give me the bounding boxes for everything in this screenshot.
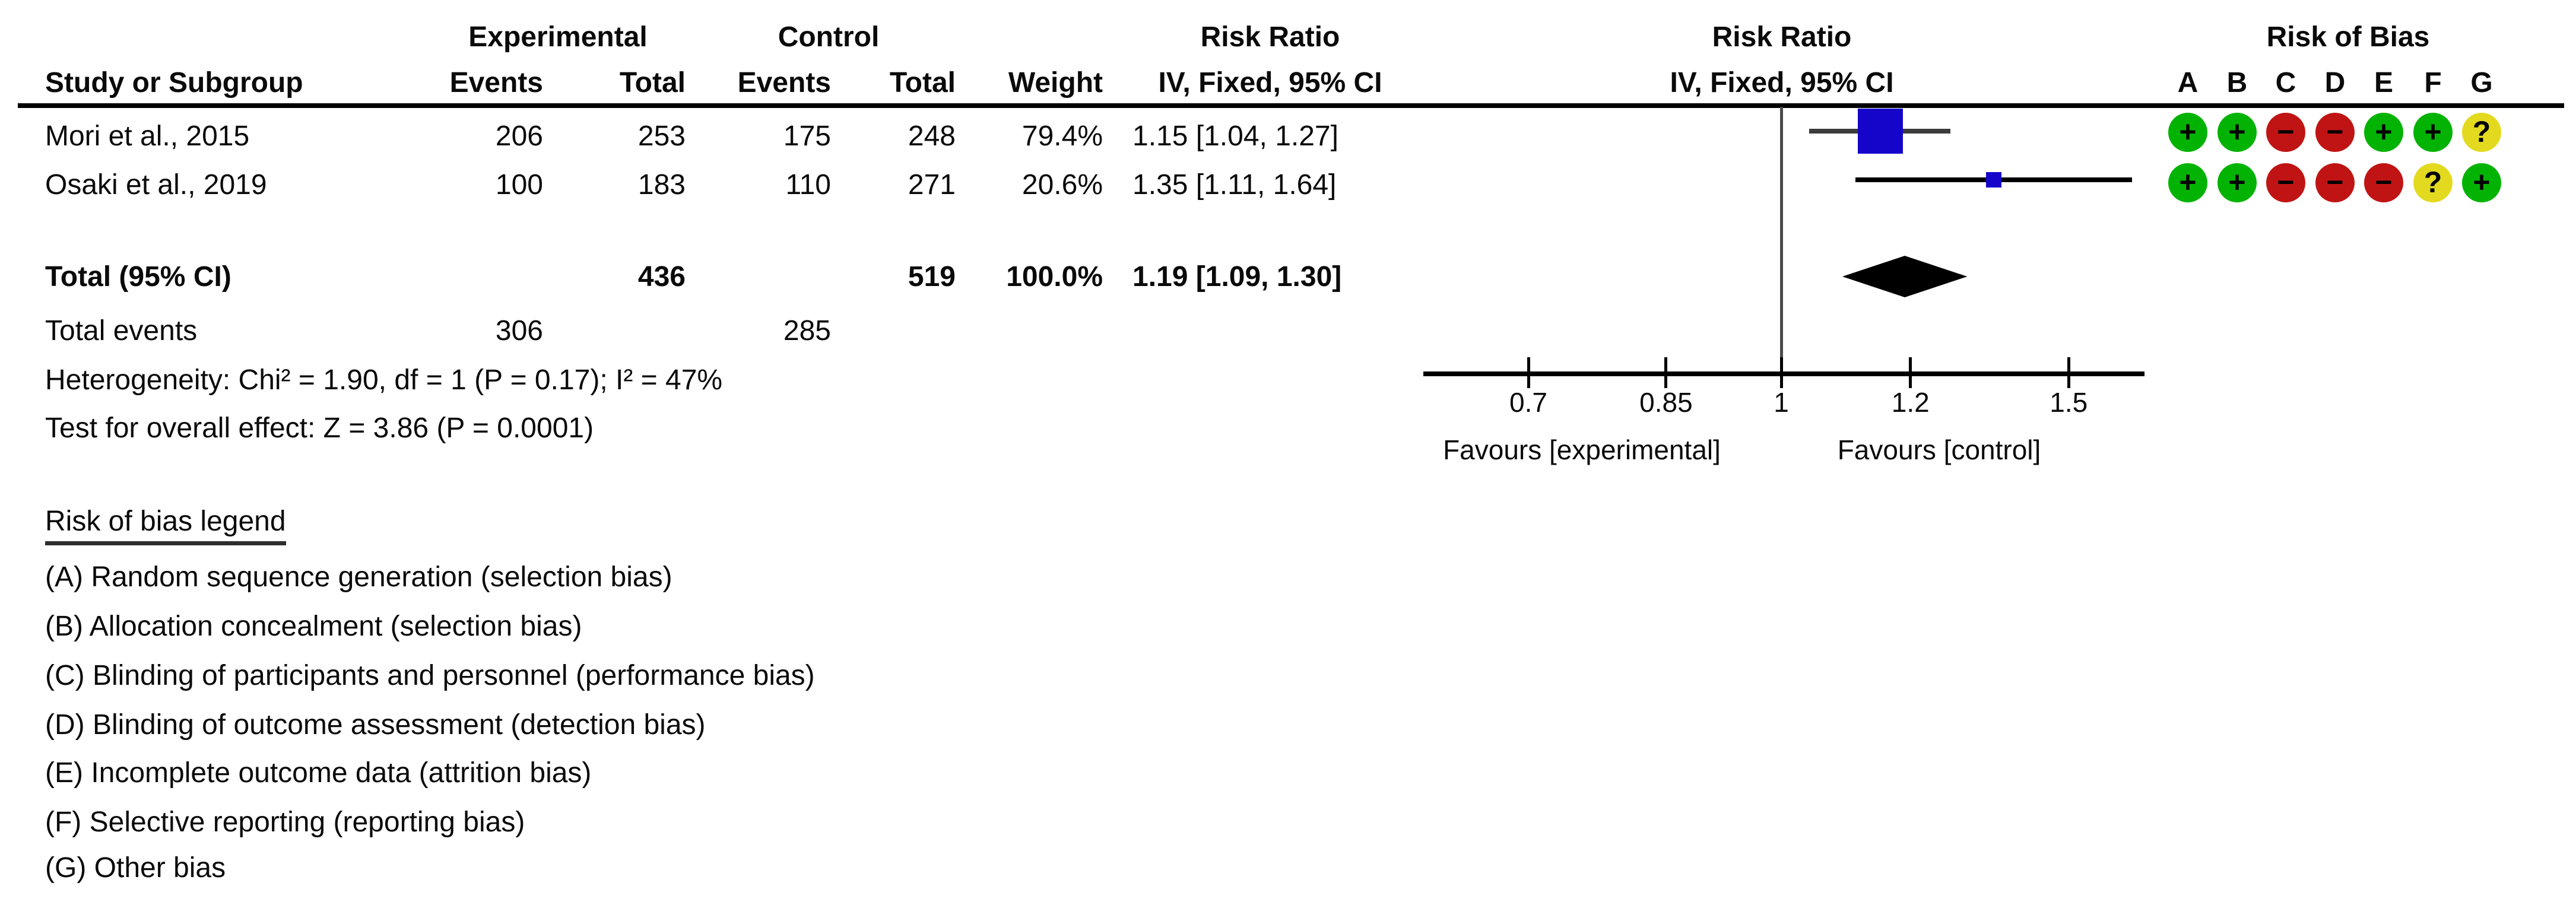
group-header-control: Control — [778, 21, 880, 53]
legend-item: (B) Allocation concealment (selection bi… — [45, 611, 582, 642]
study-row-label: Osaki et al., 2019 — [45, 169, 267, 201]
plot-null-line — [1780, 107, 1783, 375]
col-header-weight: Weight — [1008, 67, 1103, 99]
rob-circle: − — [2315, 113, 2355, 152]
risk-of-bias-header: Risk of Bias — [2266, 21, 2430, 53]
cell-ctl-events: 175 — [783, 120, 831, 152]
col-header-ctl-events: Events — [737, 67, 831, 99]
axis-tick-label: 1.2 — [1891, 387, 1930, 418]
axis-tick-mark — [2067, 357, 2070, 388]
total-rr-ci: 1.19 [1.09, 1.30] — [1132, 261, 1342, 293]
rob-circle: ? — [2462, 113, 2501, 152]
bias-col-letter: D — [2324, 67, 2346, 99]
total-events-exp: 306 — [495, 315, 543, 347]
rob-circle: ? — [2413, 163, 2453, 202]
rob-circle: − — [2266, 163, 2305, 202]
legend-item: (D) Blinding of outcome assessment (dete… — [45, 709, 706, 741]
cell-ctl-total: 248 — [908, 120, 956, 152]
axis-tick-label: 0.85 — [1639, 387, 1693, 418]
total-events-label: Total events — [45, 315, 198, 347]
axis-tick-mark — [1664, 357, 1668, 388]
col-header-study: Study or Subgroup — [45, 67, 303, 99]
rob-circle: − — [2315, 163, 2355, 202]
rob-circle: + — [2217, 163, 2257, 202]
axis-tick-mark — [1779, 357, 1783, 388]
cell-exp-total: 183 — [637, 169, 686, 201]
axis-tick-mark — [1909, 357, 1912, 388]
plot-risk-ratio-header: Risk Ratio — [1712, 21, 1852, 53]
rob-circle: + — [2168, 113, 2207, 152]
legend-item: (G) Other bias — [45, 852, 226, 884]
legend-item: (F) Selective reporting (reporting bias) — [45, 806, 525, 838]
axis-tick-mark — [1527, 357, 1530, 388]
axis-tick-label: 1 — [1774, 387, 1789, 418]
legend-item: (C) Blinding of participants and personn… — [45, 660, 815, 691]
rob-circle: + — [2413, 113, 2453, 152]
col-header-exp-events: Events — [449, 67, 543, 99]
cell-weight: 79.4% — [1021, 120, 1103, 152]
favours-left-label: Favours [experimental] — [1443, 434, 1721, 465]
cell-rr-ci: 1.35 [1.11, 1.64] — [1132, 169, 1337, 201]
bias-col-letter: B — [2226, 67, 2248, 99]
cell-weight: 20.6% — [1021, 169, 1103, 201]
col-header-ci-plot: IV, Fixed, 95% CI — [1670, 67, 1894, 99]
cell-rr-ci: 1.15 [1.04, 1.27] — [1132, 120, 1338, 152]
total-weight: 100.0% — [1006, 261, 1103, 293]
rob-circle: + — [2168, 163, 2207, 202]
cell-exp-events: 100 — [495, 169, 543, 201]
rob-circle: − — [2266, 113, 2305, 152]
table-risk-ratio-header: Risk Ratio — [1200, 21, 1340, 53]
legend-title: Risk of bias legend — [45, 507, 286, 545]
rob-circle: − — [2364, 163, 2403, 202]
study-row-label: Mori et al., 2015 — [45, 120, 250, 152]
total-row-label: Total (95% CI) — [45, 261, 231, 293]
total-exp-total: 436 — [637, 261, 686, 293]
cell-exp-events: 206 — [495, 120, 543, 152]
col-header-ci-table: IV, Fixed, 95% CI — [1158, 67, 1382, 99]
total-events-ctl: 285 — [783, 315, 831, 347]
bias-col-letter: C — [2275, 67, 2296, 99]
legend-item: (E) Incomplete outcome data (attrition b… — [45, 757, 592, 789]
study-marker-2 — [1986, 172, 2002, 188]
overall-effect-text: Test for overall effect: Z = 3.86 (P = 0… — [45, 412, 594, 444]
cell-ctl-events: 110 — [785, 169, 831, 201]
pooled-diamond — [1842, 256, 1968, 297]
total-ctl-total: 519 — [908, 261, 956, 293]
axis-tick-label: 0.7 — [1509, 387, 1547, 418]
axis-tick-label: 1.5 — [2050, 387, 2088, 418]
plot-axis-line — [1423, 371, 2144, 376]
bias-col-letter: G — [2470, 67, 2493, 99]
rob-circle: + — [2364, 113, 2403, 152]
col-header-ctl-total: Total — [889, 67, 956, 99]
bias-col-letter: F — [2424, 67, 2442, 99]
legend-item: (A) Random sequence generation (selectio… — [45, 561, 672, 593]
heterogeneity-text: Heterogeneity: Chi² = 1.90, df = 1 (P = … — [45, 364, 723, 396]
rob-circle: + — [2462, 163, 2501, 202]
group-header-experimental: Experimental — [468, 21, 648, 53]
bias-col-letter: E — [2374, 67, 2394, 99]
favours-right-label: Favours [control] — [1837, 434, 2041, 465]
cell-exp-total: 253 — [637, 120, 686, 152]
bias-col-letter: A — [2177, 67, 2199, 99]
cell-ctl-total: 271 — [908, 169, 956, 201]
header-rule — [18, 103, 2564, 108]
rob-circle: + — [2217, 113, 2257, 152]
col-header-exp-total: Total — [619, 67, 686, 99]
study-marker-1 — [1857, 109, 1903, 154]
